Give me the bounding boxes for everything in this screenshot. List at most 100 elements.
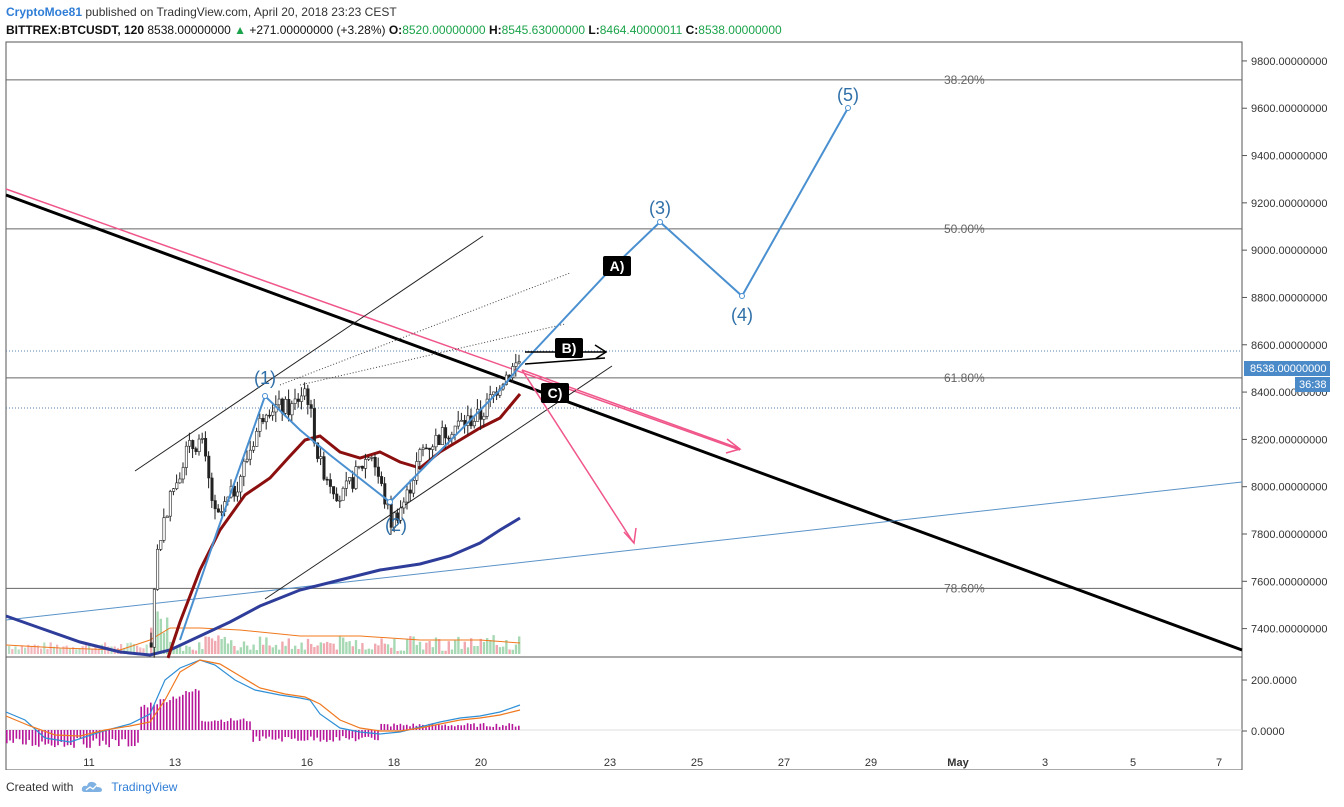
b-arrow-line-lower[interactable]	[524, 357, 606, 365]
volume-bar	[332, 643, 335, 654]
volume-bar	[370, 649, 374, 654]
osc-hist-bar	[15, 730, 18, 739]
wave-point-5[interactable]	[845, 105, 851, 111]
channel-upper-line[interactable]	[134, 235, 484, 472]
candle-body	[287, 399, 291, 416]
symbol-label: BITTREX:BTCUSDT, 120	[6, 23, 145, 37]
scenario-label-c[interactable]: C)	[541, 383, 569, 403]
osc-hist-bar	[44, 730, 46, 745]
time-tick-label: 5	[1130, 757, 1136, 769]
osc-hist-bar	[73, 730, 75, 748]
osc-hist-bar	[508, 723, 510, 730]
time-tick-label: 16	[301, 757, 313, 769]
volume-bar	[281, 641, 284, 654]
ma-red-line	[166, 393, 522, 659]
current-price-tag	[1244, 361, 1330, 376]
osc-hist-bar	[262, 730, 264, 737]
b-arrow-head-icon	[594, 344, 608, 360]
tradingview-link[interactable]: TradingView	[111, 780, 178, 794]
author-name[interactable]: CryptoMoe81	[6, 5, 83, 19]
candle-body	[421, 447, 425, 450]
candle-body	[328, 479, 332, 487]
created-with-text: Created with	[6, 780, 74, 794]
osc-orange-line	[5, 659, 521, 737]
elliott-wave-path[interactable]	[179, 107, 849, 641]
price-axis[interactable]: 9800.00000000 9600.00000000 9400.00000000 9…	[1242, 56, 1327, 636]
candle-body	[405, 489, 409, 503]
volume-bar	[268, 645, 271, 654]
price-chart[interactable]: 9800.00000000 9600.00000000 9400.00000000 9…	[0, 0, 1344, 770]
osc-hist-bar	[214, 720, 216, 730]
price-tick-label: 7400.00000000	[1251, 624, 1327, 636]
volume-bar	[479, 638, 482, 654]
candle-body	[210, 477, 214, 501]
wave-point-4[interactable]	[739, 293, 745, 299]
osc-hist-bar	[434, 725, 437, 730]
osc-hist-bar	[70, 730, 72, 746]
volume-bar	[11, 649, 14, 654]
candle-body	[184, 445, 188, 468]
wave-point-3[interactable]	[657, 219, 663, 225]
osc-hist-bar	[175, 698, 178, 730]
scenario-label-a[interactable]: A)	[603, 256, 631, 276]
candle-body	[290, 403, 294, 416]
volume-bar	[492, 635, 495, 654]
candle-body	[360, 465, 364, 469]
volume-bar	[132, 644, 135, 654]
volume-bar	[514, 644, 518, 654]
volume-bar	[166, 617, 169, 654]
osc-hist-bar	[287, 730, 290, 738]
volume-bar	[495, 644, 498, 654]
candle-body	[242, 460, 246, 477]
volume-bar	[313, 647, 316, 654]
osc-hist-bar	[137, 730, 139, 743]
volume-bar	[444, 650, 447, 654]
volume-bar	[271, 647, 274, 654]
candle-body	[412, 480, 416, 494]
candle-body	[453, 425, 457, 435]
candle-body	[322, 456, 326, 480]
pink-arrow-2[interactable]	[521, 369, 634, 543]
scenario-label-b[interactable]: B)	[555, 338, 583, 358]
pink-trendline[interactable]	[5, 188, 741, 451]
volume-bar	[252, 644, 255, 654]
candlesticks[interactable]	[149, 353, 521, 658]
candle-body	[207, 455, 211, 479]
candle-body	[517, 361, 521, 364]
channel-lower-line[interactable]	[264, 365, 613, 600]
time-axis[interactable]: 11 13 16 18 20 23 25 27 29 May 3 5 7	[83, 757, 1222, 770]
osc-hist-bar	[102, 730, 104, 741]
volume-bar	[162, 632, 166, 654]
volume-bar	[380, 638, 383, 654]
candle-body	[335, 493, 339, 502]
osc-hist-bar	[89, 730, 91, 748]
osc-hist-bar	[118, 730, 120, 746]
candle-body	[168, 491, 172, 517]
osc-hist-bar	[300, 730, 302, 741]
osc-hist-bar	[60, 730, 62, 742]
osc-hist-bar	[370, 730, 373, 738]
volume-bar	[505, 640, 508, 654]
wave-point-2[interactable]	[387, 499, 393, 505]
osc-hist-bar	[441, 725, 443, 730]
osc-hist-bar	[169, 700, 171, 730]
wave-point-1[interactable]	[262, 393, 268, 399]
osc-hist-bar	[271, 730, 274, 740]
fib-retracement[interactable]: 38.20% 50.00% 61.80% 78.60%	[6, 73, 1242, 596]
volume-bar	[335, 649, 338, 654]
volume-bar	[246, 645, 249, 654]
volume-bar	[316, 645, 319, 654]
volume-bar	[345, 641, 348, 654]
blue-support-line[interactable]	[5, 481, 1243, 621]
volume-bar	[72, 647, 75, 654]
osc-hist-bar	[306, 730, 309, 741]
osc-hist-bar	[514, 726, 517, 730]
time-tick-label: 11	[83, 757, 94, 769]
volume-bar	[438, 639, 441, 654]
osc-hist-bar	[374, 730, 376, 740]
main-trendline[interactable]	[5, 193, 1243, 652]
pink-arrow-1[interactable]	[521, 369, 739, 449]
volume-bar	[201, 649, 204, 654]
pink-arrow-1-head-icon	[725, 438, 742, 454]
candle-body	[399, 507, 403, 521]
